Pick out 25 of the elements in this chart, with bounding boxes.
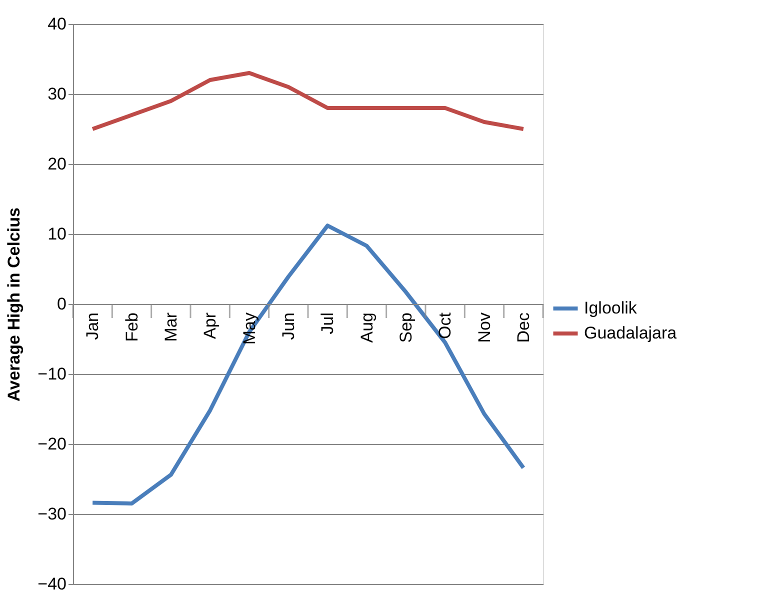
- x-tick-label: Dec: [514, 312, 533, 343]
- x-tick-label: May: [240, 312, 259, 345]
- y-tick-label: −10: [38, 364, 66, 384]
- x-tick-label: Apr: [200, 312, 220, 339]
- y-tick-label: 0: [57, 294, 66, 314]
- y-tick-label: 40: [48, 14, 66, 34]
- y-tick-label: 30: [48, 84, 66, 104]
- y-tick-label: 20: [48, 154, 66, 174]
- x-tick-label: Mar: [161, 312, 180, 342]
- x-tick-label: Nov: [474, 312, 494, 343]
- y-tick-label: 10: [48, 224, 66, 244]
- x-tick-label: Aug: [357, 312, 376, 343]
- legend-label: Guadalajara: [584, 324, 678, 342]
- x-tick-label: Sep: [396, 312, 416, 343]
- x-tick-label: Jan: [83, 312, 102, 340]
- x-tick-label: Jul: [318, 312, 338, 334]
- x-tick-label: Feb: [122, 312, 142, 342]
- y-tick-label: −30: [38, 504, 66, 524]
- y-axis-title: Average High in Celcius: [4, 208, 24, 402]
- y-tick-label: −20: [38, 434, 66, 454]
- x-tick-label: Jun: [278, 312, 298, 340]
- line-series: [90, 71, 526, 131]
- legend-label: Igloolik: [584, 298, 638, 318]
- x-tick-label: Oct: [436, 312, 455, 339]
- y-tick-label: −40: [38, 574, 66, 594]
